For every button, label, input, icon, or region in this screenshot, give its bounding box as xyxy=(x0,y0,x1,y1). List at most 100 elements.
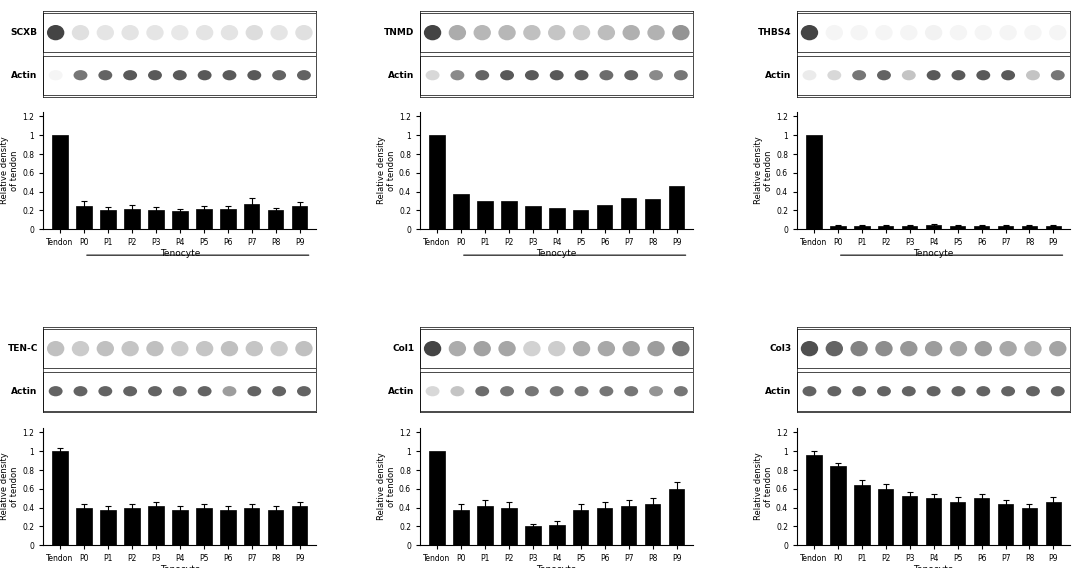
Bar xyxy=(124,508,139,545)
Bar xyxy=(620,506,637,545)
Text: Col3: Col3 xyxy=(770,344,791,353)
Bar xyxy=(1045,225,1062,229)
Ellipse shape xyxy=(525,70,538,80)
Bar xyxy=(43,56,317,95)
Ellipse shape xyxy=(270,341,288,356)
Bar xyxy=(597,205,613,229)
Ellipse shape xyxy=(46,25,65,40)
Bar xyxy=(124,208,139,229)
Bar xyxy=(525,206,540,229)
Ellipse shape xyxy=(548,341,565,356)
Ellipse shape xyxy=(523,341,540,356)
Ellipse shape xyxy=(245,25,263,40)
Ellipse shape xyxy=(1025,341,1042,356)
Bar xyxy=(429,135,444,229)
Bar xyxy=(620,198,637,229)
Ellipse shape xyxy=(624,386,638,396)
Ellipse shape xyxy=(900,25,918,40)
Ellipse shape xyxy=(1026,70,1040,80)
Ellipse shape xyxy=(501,70,513,80)
Text: SCXB: SCXB xyxy=(11,28,38,37)
Ellipse shape xyxy=(295,341,312,356)
Bar xyxy=(806,455,822,545)
Bar xyxy=(950,502,965,545)
Ellipse shape xyxy=(876,341,893,356)
Bar xyxy=(797,371,1070,411)
Ellipse shape xyxy=(173,386,187,396)
Ellipse shape xyxy=(623,341,640,356)
Bar xyxy=(1022,508,1038,545)
X-axis label: Tenocyte: Tenocyte xyxy=(913,565,953,568)
Ellipse shape xyxy=(648,341,665,356)
Ellipse shape xyxy=(449,25,466,40)
Ellipse shape xyxy=(673,386,688,396)
Text: Actin: Actin xyxy=(765,71,791,80)
Ellipse shape xyxy=(71,341,89,356)
Bar xyxy=(1022,225,1038,229)
Ellipse shape xyxy=(426,70,440,80)
Bar xyxy=(797,13,1070,52)
Ellipse shape xyxy=(951,386,965,396)
Ellipse shape xyxy=(851,341,868,356)
Bar xyxy=(597,508,613,545)
Bar xyxy=(76,206,92,229)
Text: Col1: Col1 xyxy=(392,344,415,353)
Ellipse shape xyxy=(548,25,565,40)
Ellipse shape xyxy=(672,341,690,356)
Ellipse shape xyxy=(96,25,114,40)
Ellipse shape xyxy=(74,386,88,396)
Ellipse shape xyxy=(295,25,312,40)
Bar xyxy=(854,225,869,229)
Bar xyxy=(421,329,693,368)
Bar xyxy=(43,329,317,368)
Bar xyxy=(148,506,163,545)
Ellipse shape xyxy=(501,386,513,396)
Bar xyxy=(797,329,1070,368)
Bar xyxy=(549,525,564,545)
Ellipse shape xyxy=(877,386,891,396)
Ellipse shape xyxy=(877,70,891,80)
Ellipse shape xyxy=(272,70,286,80)
Ellipse shape xyxy=(624,70,638,80)
Ellipse shape xyxy=(476,386,490,396)
Bar xyxy=(292,506,307,545)
Ellipse shape xyxy=(248,386,262,396)
Bar xyxy=(998,225,1013,229)
Bar xyxy=(549,208,564,229)
Ellipse shape xyxy=(123,70,137,80)
Ellipse shape xyxy=(573,25,590,40)
Bar xyxy=(669,186,684,229)
Bar xyxy=(196,208,212,229)
Ellipse shape xyxy=(600,386,613,396)
Ellipse shape xyxy=(297,386,311,396)
Ellipse shape xyxy=(550,386,563,396)
Ellipse shape xyxy=(876,25,893,40)
Ellipse shape xyxy=(976,386,990,396)
Ellipse shape xyxy=(221,25,238,40)
Ellipse shape xyxy=(648,25,665,40)
Ellipse shape xyxy=(575,70,588,80)
Ellipse shape xyxy=(1051,386,1065,396)
Ellipse shape xyxy=(598,341,615,356)
Bar xyxy=(974,225,989,229)
Bar xyxy=(421,56,693,95)
Ellipse shape xyxy=(951,70,965,80)
Ellipse shape xyxy=(801,341,818,356)
Bar xyxy=(292,206,307,229)
Bar xyxy=(268,509,283,545)
Text: TNMD: TNMD xyxy=(385,28,415,37)
Bar xyxy=(101,210,116,229)
Ellipse shape xyxy=(975,25,992,40)
Text: Actin: Actin xyxy=(388,71,415,80)
Ellipse shape xyxy=(148,70,162,80)
Ellipse shape xyxy=(673,70,688,80)
Ellipse shape xyxy=(950,341,967,356)
Bar xyxy=(477,506,493,545)
Ellipse shape xyxy=(649,70,663,80)
Bar xyxy=(974,498,989,545)
Ellipse shape xyxy=(598,25,615,40)
Ellipse shape xyxy=(1000,341,1017,356)
Bar xyxy=(421,13,693,52)
Ellipse shape xyxy=(98,70,112,80)
Ellipse shape xyxy=(146,25,163,40)
